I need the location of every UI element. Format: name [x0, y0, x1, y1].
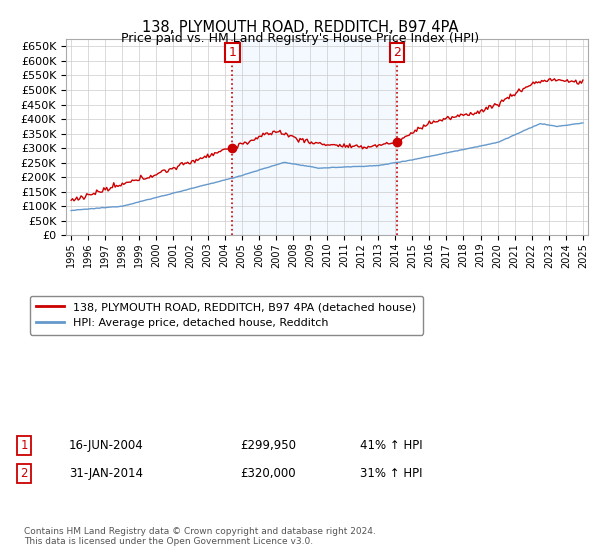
Text: Contains HM Land Registry data © Crown copyright and database right 2024.
This d: Contains HM Land Registry data © Crown c…	[24, 526, 376, 546]
Bar	[232, 39, 397, 235]
Text: 2: 2	[392, 46, 401, 59]
Text: 31% ↑ HPI: 31% ↑ HPI	[360, 466, 422, 480]
Legend: 138, PLYMOUTH ROAD, REDDITCH, B97 4PA (detached house), HPI: Average price, deta: 138, PLYMOUTH ROAD, REDDITCH, B97 4PA (d…	[30, 296, 423, 334]
Text: 2: 2	[20, 466, 28, 480]
Text: 1: 1	[229, 46, 236, 59]
Text: £320,000: £320,000	[240, 466, 296, 480]
Text: 138, PLYMOUTH ROAD, REDDITCH, B97 4PA: 138, PLYMOUTH ROAD, REDDITCH, B97 4PA	[142, 20, 458, 35]
Text: 16-JUN-2004: 16-JUN-2004	[69, 438, 144, 452]
Text: 31-JAN-2014: 31-JAN-2014	[69, 466, 143, 480]
Text: 1: 1	[20, 438, 28, 452]
Text: £299,950: £299,950	[240, 438, 296, 452]
Text: Price paid vs. HM Land Registry's House Price Index (HPI): Price paid vs. HM Land Registry's House …	[121, 32, 479, 45]
Text: 41% ↑ HPI: 41% ↑ HPI	[360, 438, 422, 452]
